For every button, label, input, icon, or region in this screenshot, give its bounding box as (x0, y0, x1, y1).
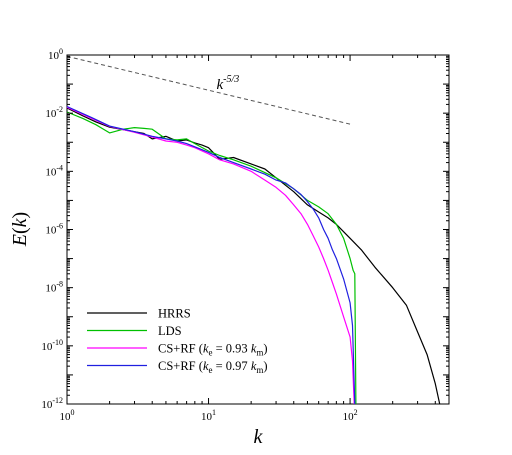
series-layer (66, 105, 441, 405)
legend-label-2: LDS (158, 324, 182, 338)
y-tick-label: 10-10 (41, 338, 63, 353)
x-tick-label: 101 (201, 408, 216, 423)
legend-label-4: CS+RF (ke = 0.97 km) (158, 359, 268, 375)
y-tick-label: 10-2 (45, 105, 63, 120)
legend-label-3: CS+RF (ke = 0.93 km) (158, 342, 268, 358)
x-tick-label: 102 (343, 408, 358, 423)
series-line-4 (66, 105, 356, 405)
y-tick-label: 10-8 (45, 280, 63, 295)
tick-labels-layer: 100 101 102 100 10-2 10-4 10-6 10-8 10-10 10-12 (41, 47, 357, 423)
reference-slope-line (66, 55, 351, 125)
y-tick-label: 10-12 (41, 396, 63, 411)
y-tick-label: 100 (48, 47, 63, 62)
x-axis-label: k (254, 426, 264, 448)
series-line-2 (66, 111, 357, 405)
y-tick-label: 10-4 (45, 163, 63, 178)
x-tick-label: 100 (60, 408, 75, 423)
y-tick-label: 10-6 (45, 222, 63, 237)
reference-slope-label: k-5/3 (216, 74, 239, 93)
legend-label-1: HRRS (158, 307, 191, 321)
y-axis-label: E(k) (9, 212, 31, 247)
legend: HRRS LDS CS+RF (ke = 0.93 km)CS+RF (ke = 0… (87, 307, 268, 375)
reference-slope-layer: k-5/3 (66, 55, 351, 125)
ticks-layer (66, 54, 450, 405)
series-line-3 (66, 106, 355, 405)
